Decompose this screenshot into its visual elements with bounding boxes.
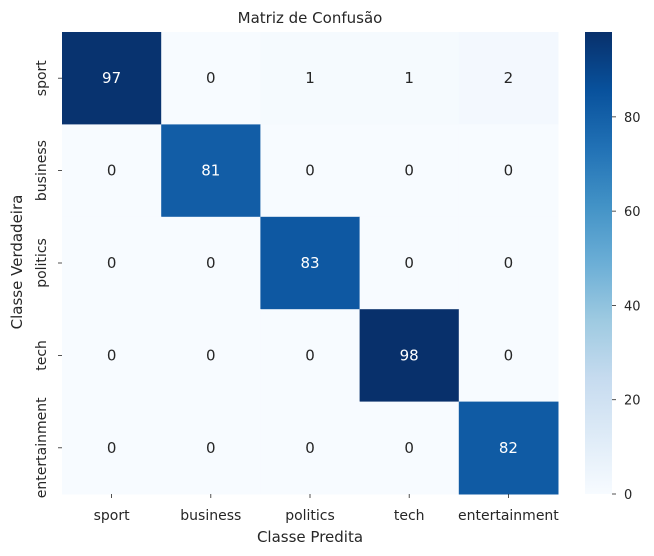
cell-value-label: 0 [107, 254, 117, 272]
colorbar-tick-label: 20 [624, 394, 641, 409]
y-tick-label: business [34, 140, 50, 201]
cell-value-label: 83 [300, 254, 319, 272]
cell-value-label: 0 [305, 439, 315, 457]
colorbar-tick-label: 40 [624, 299, 641, 314]
x-tick-label: business [180, 508, 241, 524]
heatmap-cell [359, 124, 460, 218]
colorbar [585, 32, 612, 494]
y-tick-labels: sport business politics tech entertainment [34, 60, 62, 498]
cell-value-label: 0 [305, 346, 315, 364]
y-tick-label: entertainment [34, 397, 50, 498]
heatmap-cell [359, 216, 460, 310]
cell-value-label: 98 [400, 346, 419, 364]
heatmap-cell [62, 401, 162, 495]
heatmap-cell [161, 216, 261, 310]
heatmap-cell [260, 216, 361, 310]
y-axis-label: Classe Verdadeira [8, 195, 26, 330]
cell-value-label: 2 [504, 69, 514, 87]
heatmap-cell [161, 401, 261, 495]
colorbar-tick-label: 80 [624, 111, 641, 126]
heatmap-cell [458, 401, 559, 495]
colorbar-tick-label: 0 [624, 488, 632, 503]
heatmap-cell [458, 32, 559, 125]
heatmap-cell [260, 309, 361, 403]
x-tick-label: tech [394, 508, 425, 524]
cell-value-label: 0 [206, 439, 216, 457]
colorbar-ticks: 0 20 40 60 80 [612, 111, 641, 503]
cell-value-label: 82 [499, 439, 518, 457]
heatmap-cell [359, 401, 460, 495]
heatmap-cell [359, 309, 460, 403]
chart-title: Matriz de Confusão [238, 9, 383, 27]
cell-value-label: 0 [107, 439, 117, 457]
cell-value-label: 0 [206, 346, 216, 364]
heatmap-cell [458, 309, 559, 403]
cell-value-label: 1 [305, 69, 315, 87]
heatmap-cell [62, 124, 162, 218]
cell-value-label: 0 [107, 346, 117, 364]
heatmap-cell [260, 401, 361, 495]
heatmap-cell [62, 32, 162, 125]
heatmap-cell [260, 32, 361, 125]
cell-value-label: 0 [504, 162, 514, 180]
x-tick-labels: sport business politics tech entertainment [94, 494, 559, 524]
heatmap-cell [161, 124, 261, 218]
x-tick-label: sport [94, 508, 131, 524]
cell-value-label: 0 [404, 439, 414, 457]
cell-value-label: 0 [107, 162, 117, 180]
heatmap-cell [458, 124, 559, 218]
cell-value-label: 0 [305, 162, 315, 180]
cell-value-label: 0 [404, 162, 414, 180]
cell-value-label: 0 [206, 254, 216, 272]
cell-value-label: 0 [404, 254, 414, 272]
heatmap-cell [62, 216, 162, 310]
cell-value-label: 1 [404, 69, 414, 87]
heatmap-cell [62, 309, 162, 403]
heatmap-cell [260, 124, 361, 218]
heatmap-cell [161, 309, 261, 403]
cell-value-label: 0 [206, 69, 216, 87]
heatmap-cells [62, 32, 559, 495]
cell-value-label: 81 [201, 162, 220, 180]
y-tick-label: tech [34, 340, 50, 371]
heatmap-cell [359, 32, 460, 125]
heatmap-cell [161, 32, 261, 125]
y-tick-label: sport [34, 60, 50, 97]
heatmap-cell [458, 216, 559, 310]
colorbar-tick-label: 60 [624, 205, 641, 220]
x-tick-label: entertainment [458, 508, 559, 524]
y-tick-label: politics [34, 238, 50, 288]
cell-value-label: 97 [102, 69, 121, 87]
cell-value-label: 0 [504, 254, 514, 272]
cell-annotations: 97 0 1 1 2 0 81 0 0 0 0 0 83 0 0 0 0 0 98 0 0 0 0 0 82 [102, 69, 518, 457]
cell-value-label: 0 [504, 346, 514, 364]
x-tick-label: politics [285, 508, 335, 524]
x-axis-label: Classe Predita [257, 528, 363, 546]
